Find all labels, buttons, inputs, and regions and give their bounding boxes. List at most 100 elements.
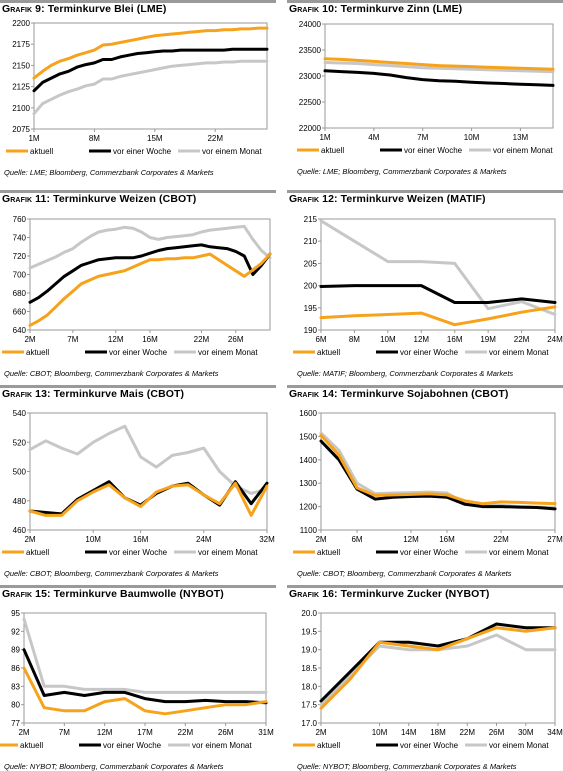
y-tick-label: 83 xyxy=(11,682,20,691)
y-tick-label: 205 xyxy=(304,259,318,268)
y-tick-label: 1100 xyxy=(300,526,318,535)
legend-label: aktuell xyxy=(30,147,53,156)
series-line-vor-einem-monat xyxy=(22,617,268,694)
panel-top-rule xyxy=(287,0,563,3)
x-tick-label: 22M xyxy=(459,728,475,737)
x-tick-label: 24M xyxy=(196,535,212,544)
x-tick-label: 18M xyxy=(430,728,446,737)
chart-number: Grafik 11: xyxy=(2,193,51,205)
chart-number: Grafik 15: xyxy=(2,588,51,600)
legend-label: vor einem Monat xyxy=(202,147,262,156)
y-tick-label: 95 xyxy=(11,609,20,618)
legend-label: aktuell xyxy=(317,741,340,750)
x-tick-label: 2M xyxy=(315,535,326,544)
plot-area xyxy=(320,218,556,331)
y-tick-label: 210 xyxy=(304,237,318,246)
legend-label: vor einem Monat xyxy=(489,741,549,750)
chart-title: Grafik 11: Terminkurve Weizen (CBOT) xyxy=(2,193,196,205)
chart-panel-g11: Grafik 11: Terminkurve Weizen (CBOT) 640 6… xyxy=(0,190,276,385)
chart-title-text: Terminkurve Zucker (NYBOT) xyxy=(337,588,490,600)
legend-label: aktuell xyxy=(26,548,49,557)
chart-title: Grafik 13: Terminkurve Mais (CBOT) xyxy=(2,388,184,400)
y-tick-label: 18.0 xyxy=(301,682,317,691)
x-tick-label: 2M xyxy=(24,335,35,344)
y-tick-label: 1300 xyxy=(299,479,317,488)
x-tick-label: 24M xyxy=(547,335,563,344)
x-tick-label: 7M xyxy=(59,728,70,737)
chart-number: Grafik 14: xyxy=(289,388,338,400)
x-tick-label: 10M xyxy=(85,535,101,544)
x-tick-label: 13M xyxy=(513,133,529,142)
x-tick-label: 12M xyxy=(414,335,430,344)
y-tick-label: 80 xyxy=(11,701,20,710)
x-tick-label: 7M xyxy=(67,335,78,344)
x-tick-label: 32M xyxy=(259,535,275,544)
legend-label: aktuell xyxy=(20,741,43,750)
x-tick-label: 22M xyxy=(178,728,194,737)
chart-svg: 460 480 500 520 540 2M 10M 16M 24M 32M aktuell vor … xyxy=(2,409,275,557)
chart-title: Grafik 16: Terminkurve Zucker (NYBOT) xyxy=(289,588,490,600)
y-tick-label: 460 xyxy=(13,526,27,535)
chart-title-text: Terminkurve Blei (LME) xyxy=(44,3,167,15)
series-line-vor-einem-monat xyxy=(28,424,269,495)
y-tick-label: 89 xyxy=(11,646,20,655)
y-tick-label: 19.5 xyxy=(301,627,317,636)
y-tick-label: 720 xyxy=(13,252,27,261)
chart-svg: 22000 22500 23000 23500 24000 1M 4M 7M 10M 13M akt… xyxy=(297,20,555,155)
legend-label: vor einem Monat xyxy=(192,741,252,750)
y-tick-label: 19.0 xyxy=(301,646,317,655)
chart-svg: 190 195 200 205 210 215 6M 8M 10M 12M 16M 19M 22M 24M… xyxy=(293,215,563,357)
series-line-vor-einer-woche xyxy=(28,243,272,304)
chart-panel-g9: Grafik 9: Terminkurve Blei (LME) 2075 2100… xyxy=(0,0,276,190)
x-tick-label: 2M xyxy=(315,728,326,737)
x-tick-label: 22M xyxy=(514,335,530,344)
x-tick-label: 17M xyxy=(137,728,153,737)
x-tick-label: 26M xyxy=(218,728,234,737)
x-tick-label: 8M xyxy=(349,335,360,344)
panel-top-rule xyxy=(0,190,276,193)
series-line-aktuell xyxy=(319,433,557,506)
series-line-aktuell xyxy=(22,666,268,716)
chart-svg: 1100 1200 1300 1400 1500 1600 2M 6M 12M 16M 22M 27M… xyxy=(293,409,563,557)
chart-title: Grafik 9: Terminkurve Blei (LME) xyxy=(2,3,166,15)
y-tick-label: 2150 xyxy=(12,61,30,70)
chart-svg: 2075 2100 2125 2150 2175 2200 1M 8M 15M 22M aktuel… xyxy=(6,19,269,156)
x-tick-label: 10M xyxy=(464,133,480,142)
y-tick-label: 680 xyxy=(13,289,27,298)
y-tick-label: 1500 xyxy=(299,432,317,441)
chart-source: Quelle: CBOT; Bloomberg, Commerzbank Cor… xyxy=(297,569,512,578)
x-tick-label: 19M xyxy=(480,335,496,344)
plot-area xyxy=(23,612,267,724)
y-tick-label: 520 xyxy=(13,438,27,447)
x-tick-label: 12M xyxy=(108,335,124,344)
chart-title-text: Terminkurve Weizen (CBOT) xyxy=(50,193,197,205)
y-tick-label: 660 xyxy=(13,308,27,317)
y-tick-label: 195 xyxy=(304,304,318,313)
panel-top-rule xyxy=(287,585,563,588)
y-tick-label: 2125 xyxy=(12,83,30,92)
x-tick-label: 26M xyxy=(489,728,505,737)
legend-label: vor einer Woche xyxy=(400,741,459,750)
y-tick-label: 760 xyxy=(13,215,27,224)
x-tick-label: 34M xyxy=(547,728,563,737)
x-tick-label: 16M xyxy=(447,335,463,344)
chart-title: Grafik 15: Terminkurve Baumwolle (NYBOT) xyxy=(2,588,224,600)
x-tick-label: 6M xyxy=(315,335,326,344)
chart-number: Grafik 13: xyxy=(2,388,51,400)
y-tick-label: 18.5 xyxy=(301,664,317,673)
x-tick-label: 22M xyxy=(194,335,210,344)
legend-label: aktuell xyxy=(317,548,340,557)
panel-top-rule xyxy=(0,0,276,3)
x-tick-label: 10M xyxy=(380,335,396,344)
legend-label: vor einem Monat xyxy=(493,146,553,155)
y-tick-label: 740 xyxy=(13,234,27,243)
legend-label: vor einer Woche xyxy=(113,147,172,156)
chart-title: Grafik 14: Terminkurve Sojabohnen (CBOT) xyxy=(289,388,508,400)
plot-area xyxy=(324,23,554,129)
chart-source: Quelle: MATIF; Bloomberg, Commerzbank Co… xyxy=(297,369,514,378)
y-tick-label: 17.5 xyxy=(301,701,317,710)
x-tick-label: 6M xyxy=(351,535,362,544)
x-tick-label: 12M xyxy=(97,728,113,737)
chart-svg: 17.0 17.5 18.0 18.5 19.0 19.5 20.0 2M 10M 14M 18M 2… xyxy=(293,609,563,750)
legend-label: vor einer Woche xyxy=(404,146,463,155)
